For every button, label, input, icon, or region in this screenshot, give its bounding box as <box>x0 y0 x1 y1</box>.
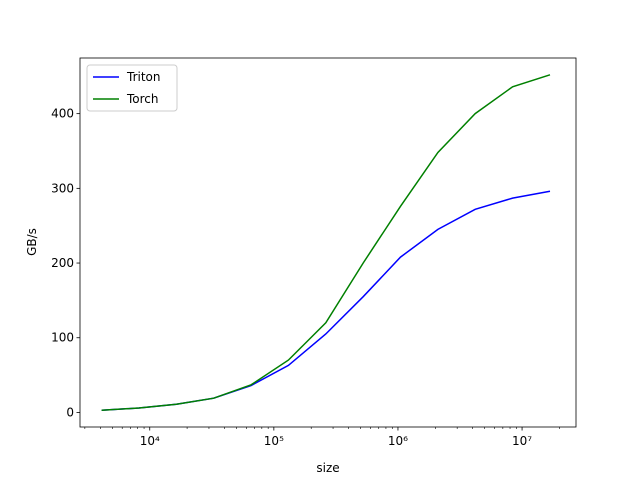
y-tick-label: 0 <box>66 405 74 419</box>
x-axis-label: size <box>316 461 339 475</box>
data-line <box>101 74 551 411</box>
axes-frame <box>79 57 577 428</box>
legend-label: Torch <box>126 92 159 106</box>
y-tick-label: 400 <box>51 107 74 121</box>
x-tick-label: 10⁴ <box>140 434 160 448</box>
y-tick-label: 100 <box>51 331 74 345</box>
y-tick-label: 200 <box>51 256 74 270</box>
data-line <box>101 190 551 411</box>
y-axis-label: GB/s <box>25 228 39 256</box>
y-tick-label: 300 <box>51 181 74 195</box>
x-tick-label: 10⁶ <box>388 434 408 448</box>
x-tick-label: 10⁷ <box>512 434 532 448</box>
legend-label: Triton <box>126 70 161 84</box>
x-tick-label: 10⁵ <box>264 434 284 448</box>
